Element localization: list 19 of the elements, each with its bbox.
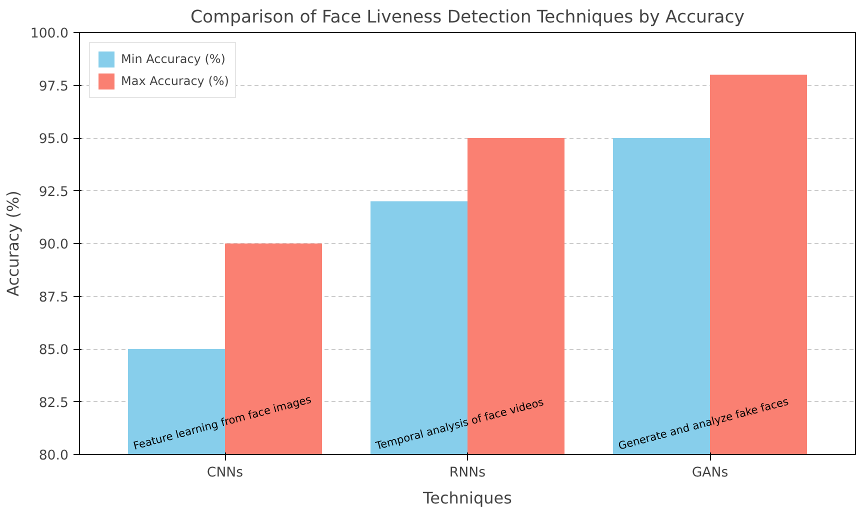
annotation: Feature learning from face images [132, 392, 314, 452]
y-tick-label: 85.0 [38, 343, 69, 358]
y-tick-label: 95.0 [38, 132, 69, 147]
x-axis-title: Techniques [422, 488, 512, 508]
x-tick-label: GANs [692, 466, 728, 480]
y-axis-title: Accuracy (%) [3, 190, 22, 296]
y-tick-label: 97.5 [38, 79, 69, 94]
y-tick-label: 87.5 [38, 290, 69, 306]
x-tick-label: CNNs [206, 466, 244, 480]
annotation: Generate and analyze fake faces [616, 394, 790, 452]
y-tick-label: 92.5 [38, 184, 69, 200]
legend-label: Min Accuracy (%) [121, 52, 226, 66]
legend-label: Max Accuracy (%) [121, 74, 229, 88]
x-tick-label: RNNs [449, 466, 486, 480]
y-tick-label: 80.0 [38, 448, 69, 464]
chart-title: Comparison of Face Liveness Detection Techniques by Accuracy [190, 8, 745, 28]
y-tick-label: 90.0 [38, 238, 69, 252]
y-tick-label: 82.5 [38, 396, 69, 411]
y-tick-label: 100.0 [30, 26, 68, 42]
